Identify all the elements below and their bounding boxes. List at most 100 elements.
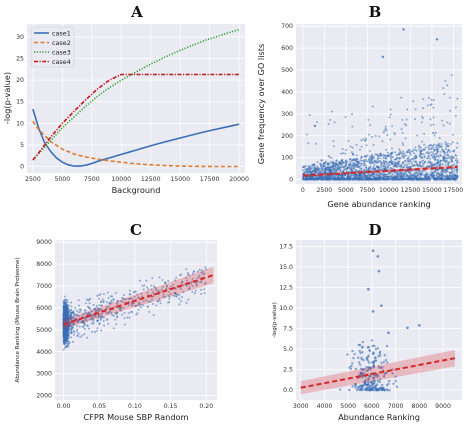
scatter-point (416, 134, 419, 137)
panel-a-series (32, 28, 240, 168)
scatter-point (386, 173, 389, 176)
scatter-point (108, 310, 111, 313)
scatter-point (387, 151, 389, 154)
scatter-point (115, 313, 118, 315)
scatter-point (181, 296, 183, 298)
scatter-point (178, 297, 181, 300)
scatter-point (198, 276, 201, 279)
scatter-point (364, 155, 366, 158)
scatter-point (399, 178, 402, 181)
y-tick-label: 5.0 (283, 346, 293, 353)
scatter-point (340, 171, 343, 174)
scatter-point (446, 121, 449, 124)
scatter-point (359, 363, 362, 366)
scatter-point (352, 167, 355, 170)
scatter-point (342, 152, 344, 155)
scatter-point (445, 177, 448, 179)
scatter-point (63, 336, 66, 339)
scatter-point (366, 346, 369, 349)
x-tick-label: 7500 (360, 187, 376, 194)
scatter-point (454, 159, 457, 162)
scatter-point (420, 172, 422, 175)
y-tick-label: 0 (289, 177, 293, 184)
scatter-point (443, 151, 446, 154)
scatter-point (319, 175, 322, 178)
scatter-point (95, 310, 97, 313)
scatter-point (76, 334, 79, 337)
scatter-point (444, 164, 447, 167)
scatter-point (435, 152, 438, 155)
scatter-point (62, 313, 65, 316)
scatter-point (411, 173, 414, 176)
scatter-point (340, 165, 343, 168)
scatter-point (331, 164, 334, 167)
scatter-point (333, 145, 335, 148)
scatter-point (390, 157, 393, 160)
scatter-point (146, 286, 148, 289)
scatter-point (376, 166, 379, 169)
scatter-point (205, 268, 207, 271)
scatter-point (129, 293, 132, 296)
scatter-point (107, 297, 110, 299)
scatter-point (422, 164, 425, 167)
scatter-point (123, 311, 126, 314)
scatter-point (415, 170, 418, 173)
x-tick-label: 8000 (411, 403, 427, 410)
scatter-point (440, 143, 443, 145)
scatter-point (430, 124, 432, 127)
panel-d-regression (300, 349, 456, 395)
scatter-point (335, 167, 338, 170)
scatter-point (378, 178, 381, 181)
x-tick-label: 0.00 (57, 403, 71, 410)
scatter-point (316, 165, 319, 168)
scatter-point (358, 343, 362, 347)
scatter-point (146, 291, 149, 294)
y-tick-label: 25 (16, 56, 24, 63)
scatter-point (150, 288, 153, 291)
scatter-point (449, 150, 452, 153)
scatter-point (400, 164, 403, 167)
scatter-point (405, 166, 408, 169)
scatter-point (65, 339, 68, 342)
scatter-point (390, 171, 393, 174)
scatter-point (67, 336, 70, 339)
scatter-point (364, 164, 367, 167)
scatter-point (157, 299, 159, 302)
scatter-point (70, 325, 73, 328)
scatter-point (445, 157, 448, 160)
scatter-point (342, 170, 345, 173)
scatter-point (132, 302, 135, 305)
scatter-point (99, 301, 102, 303)
scatter-point (120, 306, 123, 309)
scatter-point (419, 146, 422, 149)
scatter-point (371, 173, 373, 176)
scatter-point (72, 333, 75, 336)
scatter-point (155, 289, 158, 292)
scatter-point (373, 167, 376, 170)
scatter-point (91, 318, 94, 321)
panel-b-points (301, 28, 459, 181)
scatter-point (414, 161, 417, 164)
panel-b: B 0 2500 5000 7500 10000 12500 15000 17500 0 100… (256, 3, 463, 209)
scatter-point (311, 164, 314, 167)
scatter-point (410, 178, 413, 181)
scatter-point (401, 142, 404, 144)
scatter-point (305, 133, 308, 136)
scatter-point (174, 279, 177, 282)
scatter-point (137, 297, 139, 299)
scatter-point (103, 324, 106, 327)
panel-a-legend-box (30, 26, 75, 68)
panel-c-y-label: Abundance Ranking (Mouse Brain Proteome) (15, 257, 21, 382)
scatter-point (399, 150, 402, 153)
scatter-point (147, 300, 150, 303)
scatter-point (116, 301, 118, 304)
scatter-point (344, 167, 347, 170)
scatter-point (304, 165, 307, 168)
scatter-point (387, 382, 390, 385)
scatter-point (357, 356, 360, 359)
scatter-point (388, 379, 391, 383)
scatter-point (428, 148, 431, 151)
scatter-point (187, 298, 190, 301)
scatter-point (433, 154, 436, 157)
scatter-point (62, 300, 65, 303)
